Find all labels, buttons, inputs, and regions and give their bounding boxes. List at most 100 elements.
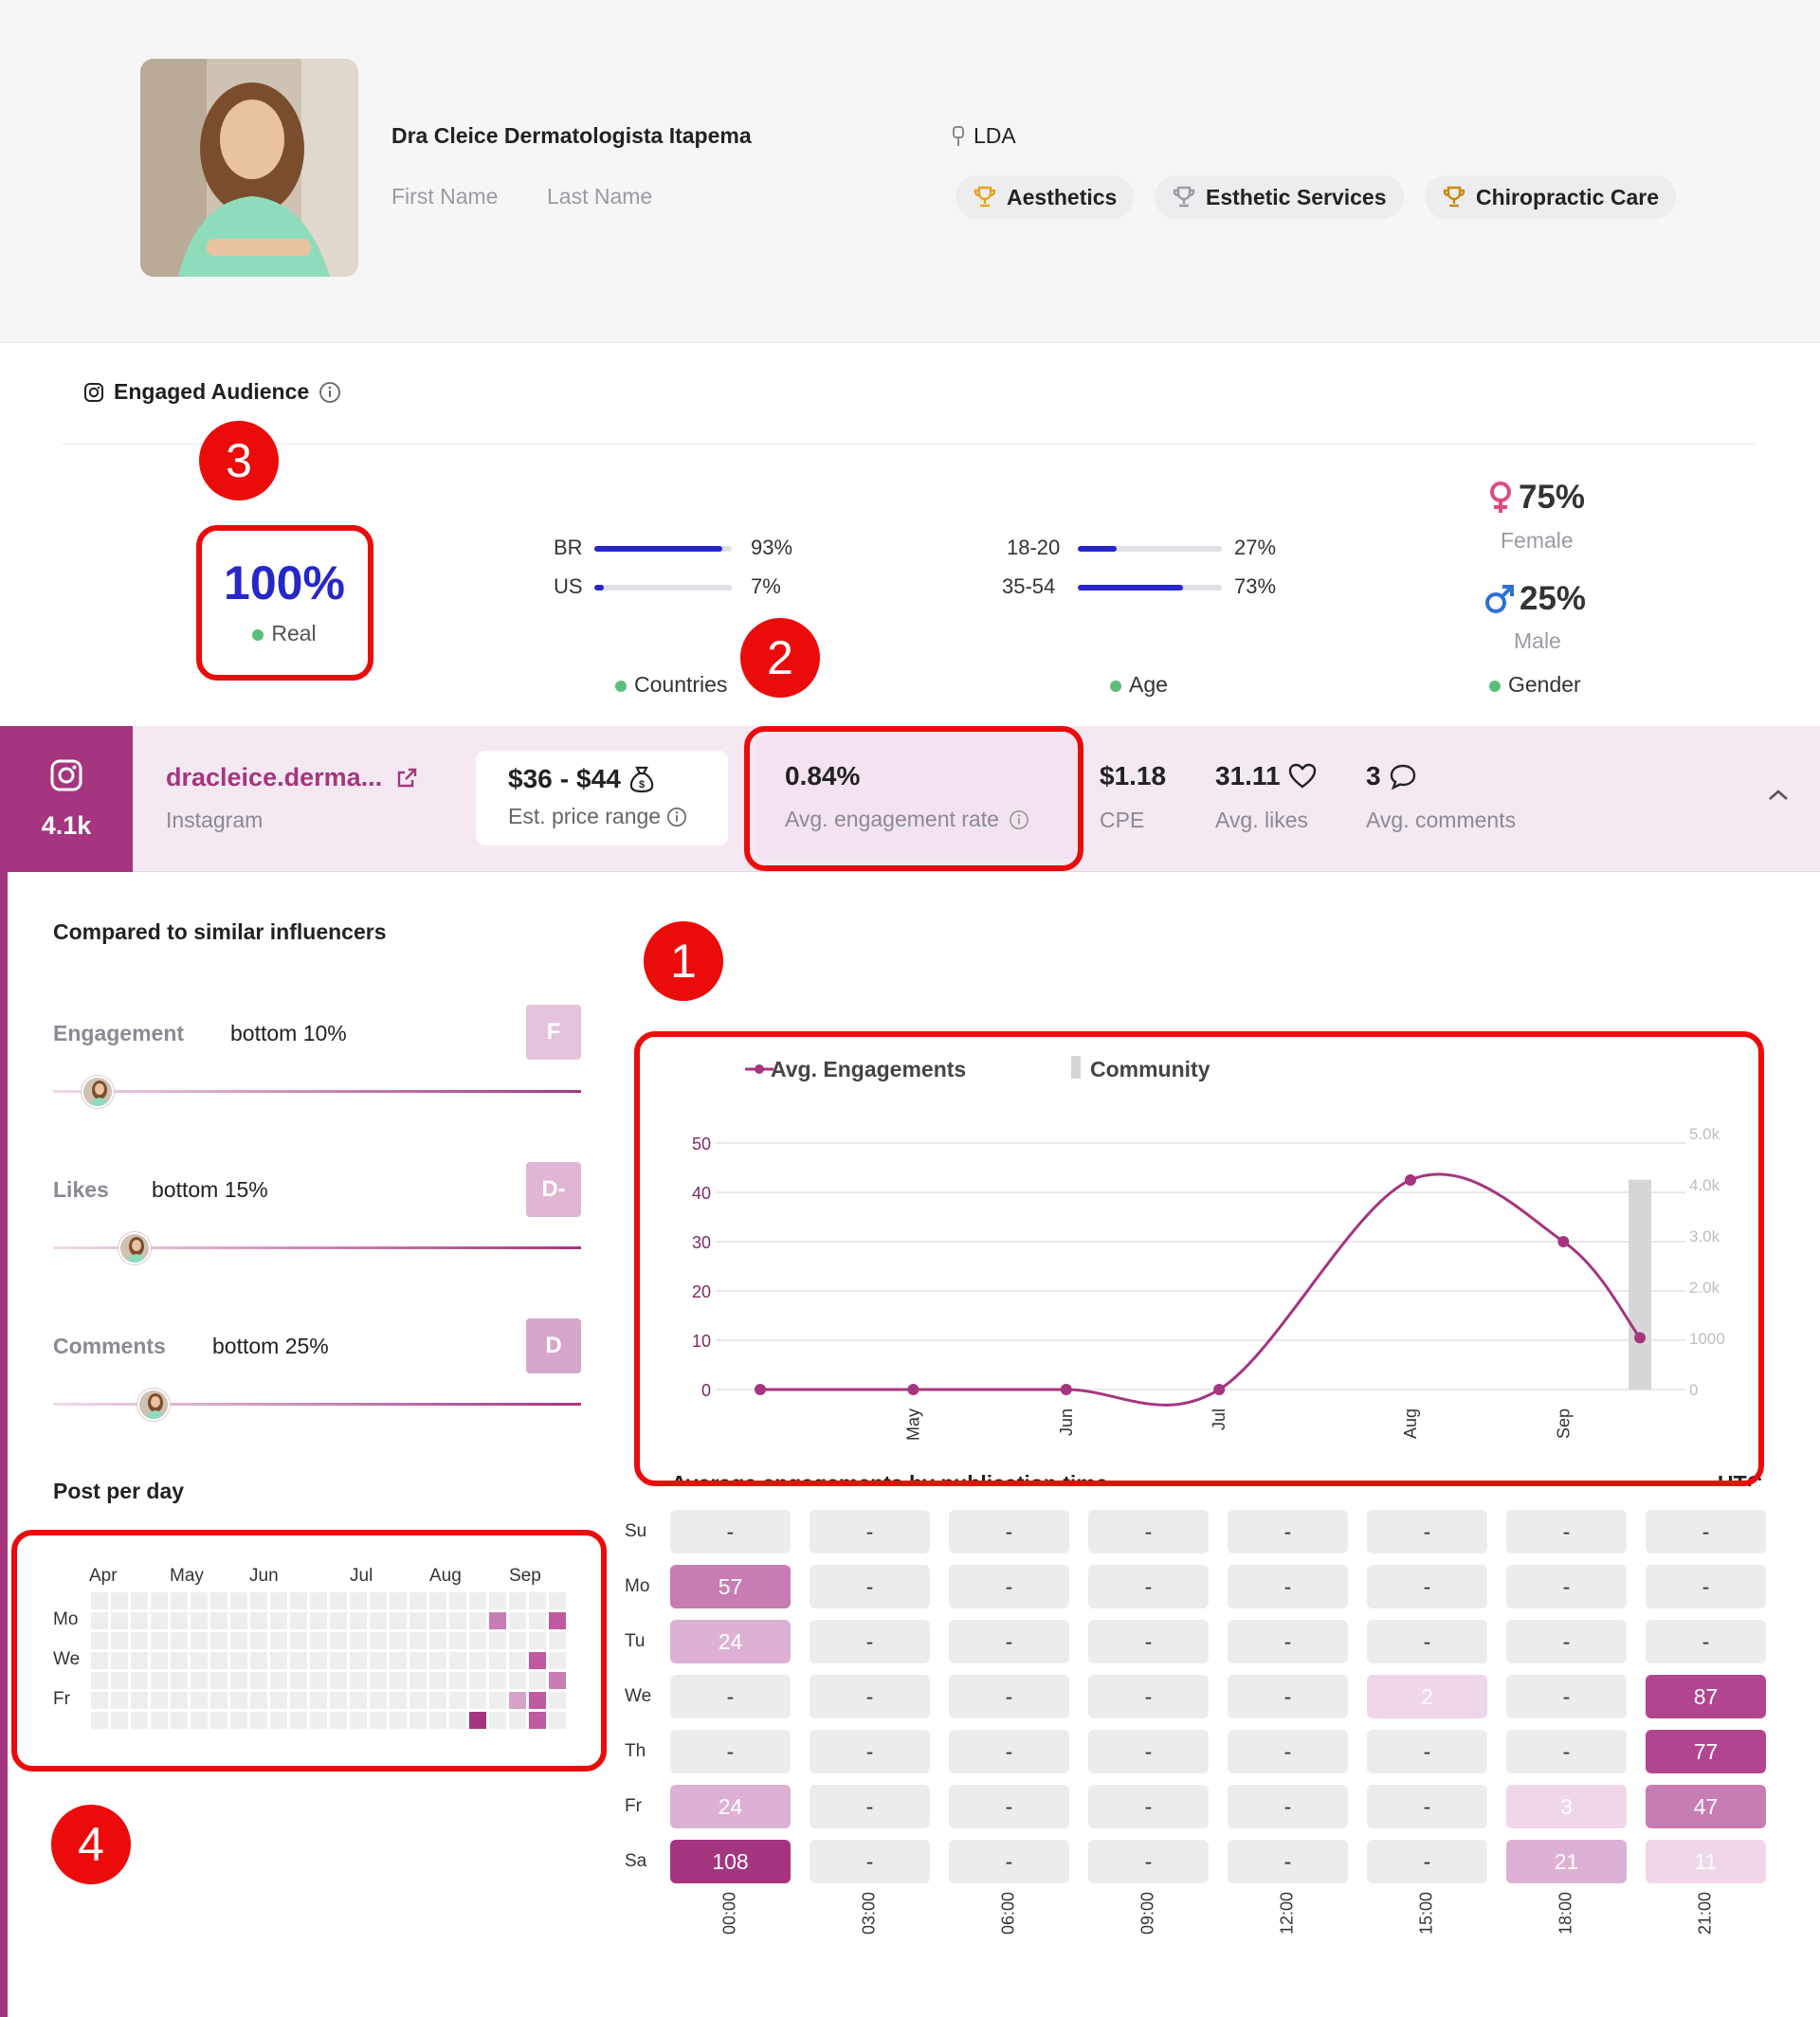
heatmap-cell[interactable]: - — [1367, 1565, 1487, 1608]
heatmap-cell[interactable]: - — [1506, 1675, 1627, 1718]
x-tick-label: Sep — [1554, 1408, 1573, 1439]
heatmap-cell[interactable]: 24 — [670, 1620, 791, 1663]
heatmap-cell[interactable]: - — [1228, 1620, 1348, 1663]
calendar-day-cell — [131, 1712, 148, 1729]
heatmap-cell[interactable]: - — [1367, 1785, 1487, 1828]
heatmap-day-label: Sa — [625, 1851, 647, 1871]
heatmap-cell[interactable]: - — [670, 1510, 791, 1554]
heatmap-cell[interactable]: - — [810, 1675, 930, 1718]
heatmap-cell[interactable]: - — [949, 1565, 1069, 1608]
heatmap-cell[interactable]: - — [810, 1510, 930, 1554]
legend-avg-engagements[interactable]: Avg. Engagements — [771, 1057, 966, 1081]
heatmap-cell[interactable]: - — [1228, 1675, 1348, 1718]
heatmap-cell[interactable]: - — [1228, 1565, 1348, 1608]
age-bar — [1078, 546, 1222, 552]
category-chip-aesthetics[interactable]: Aesthetics — [956, 175, 1135, 219]
data-point[interactable] — [1634, 1332, 1647, 1344]
countries-label-text: Countries — [634, 672, 728, 697]
info-icon[interactable] — [666, 807, 687, 827]
heatmap-cell[interactable]: - — [670, 1675, 791, 1718]
calendar-month: Jun — [249, 1566, 279, 1586]
x-tick-label: Jun — [1057, 1408, 1076, 1436]
collapse-chevron-icon[interactable] — [1767, 787, 1790, 802]
heatmap-cell[interactable]: - — [1088, 1785, 1209, 1828]
heatmap-cell[interactable]: - — [1088, 1675, 1209, 1718]
heatmap-cell[interactable]: - — [1228, 1510, 1348, 1554]
heatmap-cell[interactable]: 57 — [670, 1565, 791, 1608]
heatmap-cell[interactable]: - — [1367, 1840, 1487, 1883]
data-point[interactable] — [1060, 1384, 1072, 1395]
annotation-box-2 — [744, 726, 1083, 871]
calendar-day-cell — [429, 1612, 446, 1629]
age-range: 18-20 — [1007, 536, 1061, 559]
heatmap-cell[interactable]: - — [1506, 1620, 1627, 1663]
heatmap-cell[interactable]: 24 — [670, 1785, 791, 1828]
heatmap-cell[interactable]: - — [1506, 1565, 1627, 1608]
info-icon[interactable] — [1009, 809, 1029, 830]
heatmap-cell[interactable]: - — [1088, 1510, 1209, 1554]
heatmap-cell[interactable]: - — [949, 1730, 1069, 1773]
cpe-value: $1.18 — [1100, 761, 1167, 790]
heatmap-cell[interactable]: - — [1228, 1785, 1348, 1828]
heatmap-cell[interactable]: - — [1506, 1510, 1627, 1554]
heatmap-cell[interactable]: - — [1367, 1620, 1487, 1663]
calendar-day-cell — [111, 1652, 128, 1669]
heatmap-cell[interactable]: - — [810, 1840, 930, 1883]
heatmap-cell[interactable]: - — [1367, 1730, 1487, 1773]
heatmap-cell[interactable]: - — [670, 1730, 791, 1773]
category-chip-esthetic-services[interactable]: Esthetic Services — [1155, 175, 1404, 219]
heatmap-cell[interactable]: 77 — [1646, 1730, 1766, 1773]
heatmap-cell[interactable]: - — [810, 1565, 930, 1608]
profile-handle[interactable]: dracleice.derma... — [166, 763, 418, 792]
heatmap-cell[interactable]: - — [1646, 1620, 1766, 1663]
heatmap-cell[interactable]: - — [949, 1510, 1069, 1554]
last-name-field[interactable]: Last Name — [547, 184, 653, 209]
heatmap-cell[interactable]: - — [1088, 1730, 1209, 1773]
heatmap-cell[interactable]: - — [1088, 1620, 1209, 1663]
heatmap-cell[interactable]: - — [810, 1785, 930, 1828]
calendar-day-cell — [210, 1692, 228, 1709]
calendar-day-cell — [310, 1692, 327, 1709]
calendar-day-cell — [250, 1692, 267, 1709]
data-point[interactable] — [755, 1384, 766, 1395]
info-icon[interactable] — [318, 381, 341, 404]
heatmap-cell[interactable]: 47 — [1646, 1785, 1766, 1828]
annotation-badge-3: 3 — [199, 421, 279, 500]
heatmap-cell[interactable]: - — [1228, 1730, 1348, 1773]
engagement-rate-label-text: Avg. engagement rate — [785, 807, 999, 831]
heatmap-cell[interactable]: - — [1506, 1730, 1627, 1773]
heatmap-cell[interactable]: - — [1367, 1510, 1487, 1554]
heatmap-cell[interactable]: 11 — [1646, 1840, 1766, 1883]
calendar-day-cell — [509, 1632, 526, 1649]
heatmap-cell[interactable]: 3 — [1506, 1785, 1627, 1828]
heatmap-cell[interactable]: - — [1088, 1565, 1209, 1608]
heatmap-cell[interactable]: - — [810, 1620, 930, 1663]
calendar-day-cell — [191, 1692, 208, 1709]
data-point[interactable] — [907, 1384, 919, 1395]
heatmap-cell[interactable]: - — [949, 1785, 1069, 1828]
heatmap-cell[interactable]: 108 — [670, 1840, 791, 1883]
heatmap-cell[interactable]: - — [1646, 1510, 1766, 1554]
instagram-tile[interactable]: 4.1k — [0, 726, 133, 872]
heatmap-cell[interactable]: 21 — [1506, 1840, 1627, 1883]
calendar-day-cell — [330, 1672, 347, 1689]
heatmap-cell[interactable]: - — [1646, 1565, 1766, 1608]
heatmap-cell[interactable]: - — [949, 1840, 1069, 1883]
heatmap-cell[interactable]: 2 — [1367, 1675, 1487, 1718]
profile-full-name: Dra Cleice Dermatologista Itapema — [391, 123, 752, 148]
category-chip-chiropractic-care[interactable]: Chiropractic Care — [1425, 175, 1677, 219]
external-link-icon[interactable] — [395, 767, 418, 790]
heatmap-cell[interactable]: - — [949, 1675, 1069, 1718]
legend-community[interactable]: Community — [1090, 1057, 1210, 1081]
price-range-card: $36 - $44 $ Est. price range — [476, 751, 728, 845]
heatmap-cell[interactable]: 87 — [1646, 1675, 1766, 1718]
heatmap-cell[interactable]: - — [949, 1620, 1069, 1663]
data-point[interactable] — [1404, 1174, 1416, 1186]
first-name-field[interactable]: First Name — [391, 184, 499, 209]
heatmap-cell[interactable]: - — [1088, 1840, 1209, 1883]
data-point[interactable] — [1213, 1384, 1226, 1395]
data-point[interactable] — [1557, 1236, 1570, 1247]
heatmap-cell[interactable]: - — [1228, 1840, 1348, 1883]
heatmap-cell[interactable]: - — [810, 1730, 930, 1773]
male-value: 25% — [1483, 580, 1586, 618]
